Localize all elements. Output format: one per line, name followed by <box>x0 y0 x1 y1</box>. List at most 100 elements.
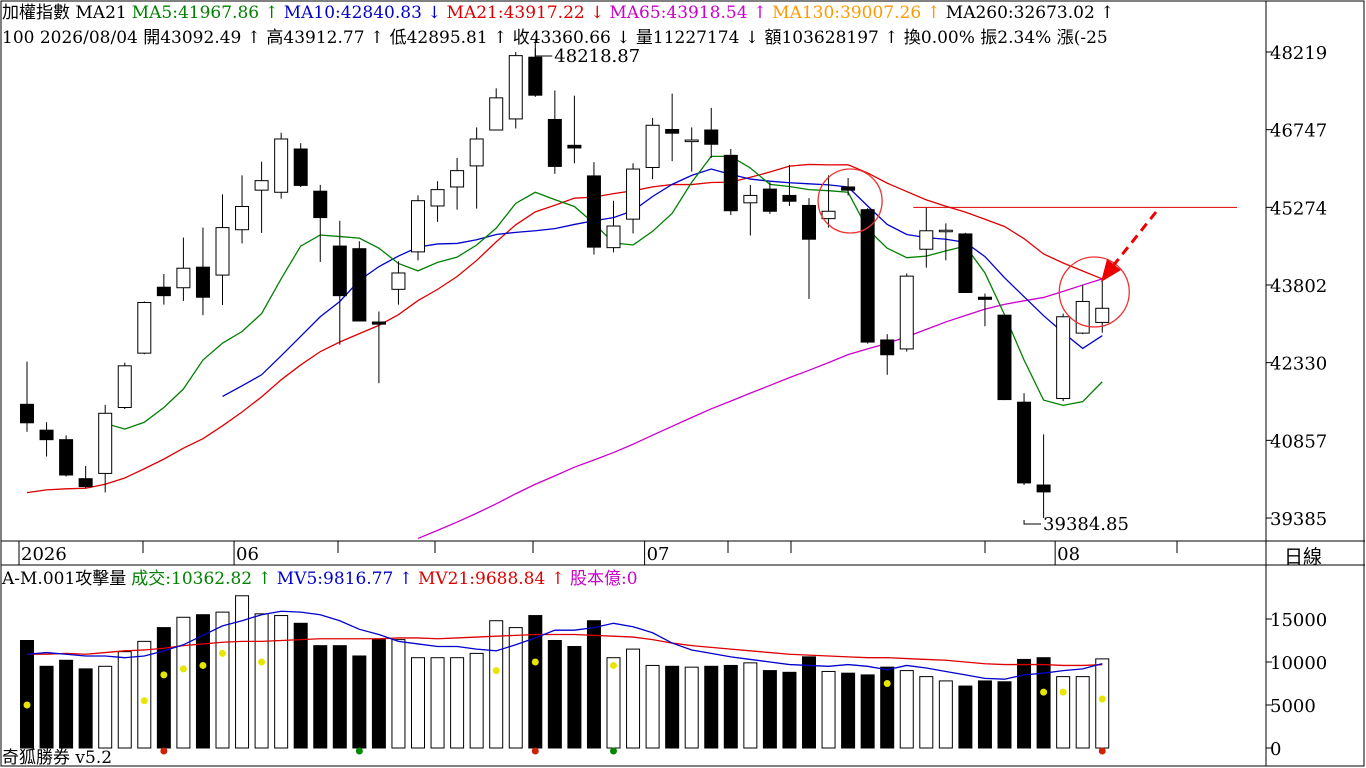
price-tick-label-4: 42330 <box>1270 354 1327 375</box>
volume-bar-20 <box>411 657 425 749</box>
candle-body-16 <box>332 245 347 297</box>
candle-body-43 <box>860 209 875 343</box>
candle-body-2 <box>59 439 74 476</box>
volume-bar-8 <box>176 616 191 749</box>
candle-body-35 <box>704 129 719 145</box>
candle-body-20 <box>411 200 425 253</box>
extreme-leader-1 <box>1023 520 1042 525</box>
high-price-label: 48218.87 <box>554 46 640 67</box>
moving-average-lines <box>26 155 1103 540</box>
period-label[interactable]: 日線 <box>1284 546 1323 568</box>
candle-body-6 <box>137 302 152 354</box>
volume-bar-0 <box>20 640 34 749</box>
volume-dot-8 <box>531 658 539 666</box>
candle-body-4 <box>98 412 113 474</box>
candle-body-41 <box>821 210 836 220</box>
volume-bar-30 <box>606 657 621 749</box>
candle-body-23 <box>469 138 484 167</box>
volume-header-item-2: MV5:9816.77 ↑ <box>276 569 413 589</box>
volume-y-axis: 0 5000 10000 15000 <box>1266 610 1327 760</box>
candle-body-31 <box>626 168 641 220</box>
signal-dot-1 <box>355 747 363 755</box>
mv21-line <box>27 633 1103 667</box>
month-label-1: 06 <box>236 544 259 565</box>
candle-body-38 <box>762 188 777 212</box>
candle-body-47 <box>938 229 953 233</box>
volume-bar-14 <box>293 622 308 749</box>
price-header-item-3: MA21:43917.22 ↓ <box>446 3 605 23</box>
brand-label: 奇狐勝券 v5.2 <box>2 748 113 768</box>
volume-dot-0 <box>23 701 31 709</box>
volume-bar-36 <box>723 664 738 749</box>
ma10-line <box>222 168 1103 397</box>
price-header-item-0: 加權指數 MA21 <box>2 3 127 23</box>
volume-bar-6 <box>137 640 152 749</box>
volume-bar-1 <box>39 665 54 749</box>
candle-body-48 <box>958 233 973 293</box>
candle-body-40 <box>802 204 816 240</box>
price-header-item-5: MA130:39007.26 ↑ <box>772 3 941 23</box>
candle-body-24 <box>489 97 504 131</box>
volume-bar-33 <box>665 665 680 749</box>
volume-bar-27 <box>547 640 562 749</box>
annotations: 48218.87 39384.85 <box>534 40 1237 535</box>
volume-bar-11 <box>235 595 250 749</box>
volume-header-item-3: MV21:9688.84 ↑ <box>417 569 565 589</box>
volume-bar-12 <box>254 613 269 749</box>
volume-bar-41 <box>821 670 836 749</box>
candle-body-37 <box>743 194 758 204</box>
candle-body-26 <box>528 56 543 96</box>
candle-body-54 <box>1075 300 1090 334</box>
candle-body-21 <box>430 189 445 207</box>
volume-bar-49 <box>977 680 992 749</box>
candle-body-12 <box>254 180 269 191</box>
price-header-line1: 加權指數 MA21 MA5:41967.86 ↑ MA10:42840.83 ↓ MA… <box>2 3 1119 23</box>
signal-arrow-shaft <box>1111 211 1158 267</box>
candle-body-46 <box>919 230 934 250</box>
volume-dot-5 <box>219 649 226 657</box>
month-label-2: 07 <box>647 544 670 565</box>
candle-body-39 <box>782 194 797 202</box>
candle-body-14 <box>293 148 308 186</box>
volume-bar-51 <box>1017 658 1032 749</box>
volume-bar-18 <box>371 639 386 749</box>
candle-body-33 <box>665 128 680 134</box>
volume-bar-23 <box>469 652 484 749</box>
ma21-line <box>26 163 1103 494</box>
volume-dot-12 <box>1059 688 1067 696</box>
volume-bar-22 <box>450 657 465 749</box>
volume-dot-13 <box>1098 695 1106 703</box>
candle-body-8 <box>176 267 191 289</box>
low-price-label: 39384.85 <box>1043 514 1129 535</box>
ma65-line <box>417 278 1103 540</box>
volume-bar-35 <box>704 665 719 749</box>
candle-body-30 <box>606 225 621 249</box>
price-y-axis: 48219 46747 45274 43802 42330 40857 39385 <box>1266 43 1327 530</box>
candle-body-5 <box>117 365 132 408</box>
volume-bar-10 <box>215 611 230 749</box>
signal-arrow-head <box>1101 259 1121 282</box>
volume-bar-21 <box>430 657 445 749</box>
volume-bar-25 <box>508 627 523 749</box>
price-header-item-6: MA260:32673.02 ↑ <box>945 3 1115 23</box>
candle-body-52 <box>1036 484 1051 493</box>
candle-body-27 <box>547 118 562 167</box>
candle-body-50 <box>997 314 1012 401</box>
price-tick-label-6: 39385 <box>1270 509 1327 530</box>
price-tick-label-5: 40857 <box>1270 431 1327 452</box>
candle-body-9 <box>195 266 210 298</box>
volume-dot-3 <box>179 665 187 673</box>
volume-tick-label-3: 15000 <box>1270 610 1327 631</box>
ma5-line <box>105 155 1103 430</box>
volume-bar-13 <box>274 615 289 749</box>
price-tick-label-2: 45274 <box>1270 198 1327 219</box>
volume-bar-31 <box>626 648 641 749</box>
candle-body-15 <box>313 190 328 219</box>
volume-dot-9 <box>610 661 617 669</box>
candle-body-49 <box>977 296 992 300</box>
candle-body-53 <box>1056 316 1071 400</box>
volume-bar-7 <box>156 627 171 749</box>
volume-dot-11 <box>1040 688 1048 696</box>
candle-body-10 <box>215 227 230 276</box>
candlesticks <box>20 48 1110 519</box>
